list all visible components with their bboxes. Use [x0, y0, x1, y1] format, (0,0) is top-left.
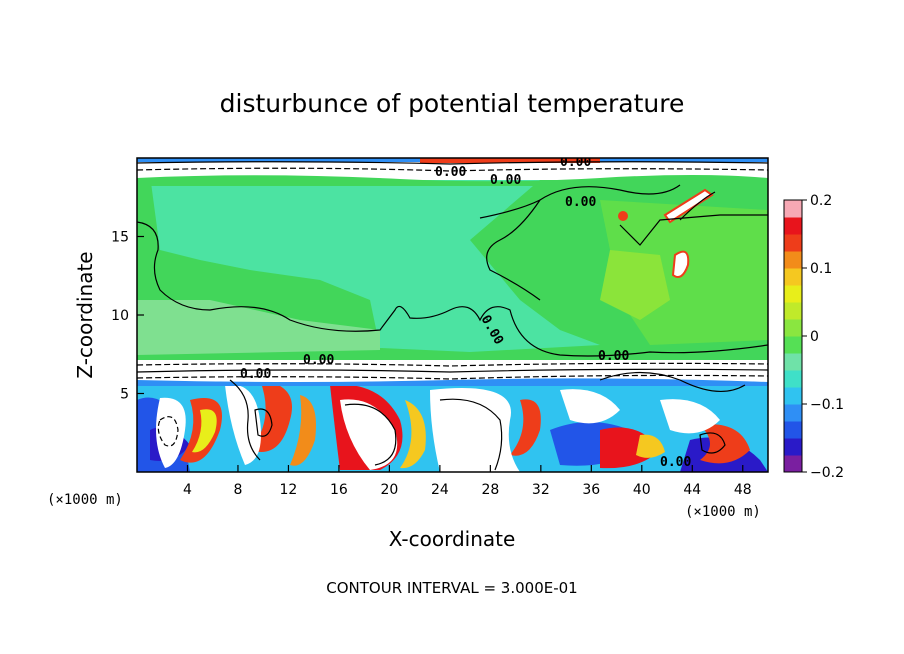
colorbar-swatch	[784, 319, 802, 337]
colorbar-tick-label: −0.2	[810, 465, 844, 481]
x-tick-label: 28	[481, 482, 499, 498]
contour-label: 0.00	[240, 367, 271, 382]
x-axis-ticks: 4 8 12 16 20 24 28 32 36 40 44 48	[183, 465, 752, 498]
colorbar-ticks: 0.2 0.1 0 −0.1 −0.2	[802, 193, 844, 481]
contour-label: 0.00	[435, 165, 466, 180]
contour-interval-note: CONTOUR INTERVAL = 3.000E-01	[326, 579, 577, 597]
colorbar-swatch	[784, 353, 802, 371]
upper-layer-light-band	[137, 300, 380, 355]
x-tick-label: 32	[532, 482, 550, 498]
white-plume-b	[430, 388, 520, 472]
upper-layer-lime-patch	[600, 250, 670, 320]
colorbar-swatch	[784, 336, 802, 354]
top-boundary-band	[137, 158, 768, 180]
white-plume-left	[156, 397, 186, 468]
x-tick-label: 40	[633, 482, 651, 498]
y-tick-label: 5	[120, 387, 129, 403]
plot-area: 0.00 0.00 0.00 0.00 0.00 0.00 0.00 0.00 …	[137, 155, 768, 472]
contour-label: 0.00	[303, 353, 334, 368]
white-plume-a	[225, 384, 261, 465]
contour-label: 0.00	[660, 455, 691, 470]
warm-swirl-yellow-right	[636, 434, 665, 458]
colorbar	[784, 200, 802, 473]
colorbar-swatch	[784, 302, 802, 320]
inversion-layer-blue-edge	[137, 378, 768, 386]
colorbar-tick-label: −0.1	[810, 397, 844, 413]
x-axis-unit: (×1000 m)	[685, 504, 761, 520]
white-plume-center	[340, 399, 398, 470]
upper-feature-oval	[671, 250, 690, 278]
colorbar-tick-label: 0	[810, 329, 819, 345]
x-tick-label: 20	[380, 482, 398, 498]
x-tick-label: 4	[183, 482, 192, 498]
contour-label: 0.00	[490, 173, 521, 188]
colorbar-swatch	[784, 421, 802, 439]
y-axis-unit: (×1000 m)	[47, 492, 123, 508]
contour-label: 0.00	[598, 349, 629, 364]
x-axis-label: X-coordinate	[389, 527, 516, 551]
colorbar-swatch	[784, 200, 802, 218]
warm-swirl-mid2	[290, 395, 316, 466]
warm-swirl-center-orange	[400, 400, 426, 469]
x-tick-label: 12	[280, 482, 298, 498]
colorbar-swatch	[784, 438, 802, 456]
warm-swirl-left-yellow	[192, 409, 217, 453]
y-tick-label: 10	[111, 308, 129, 324]
x-tick-label: 36	[582, 482, 600, 498]
y-tick-label: 15	[111, 230, 129, 246]
colorbar-swatch	[784, 404, 802, 422]
colorbar-swatch	[784, 217, 802, 235]
colorbar-tick-label: 0.1	[810, 261, 832, 277]
colorbar-swatch	[784, 455, 802, 473]
x-tick-label: 24	[431, 482, 449, 498]
warm-swirl-right	[510, 399, 541, 456]
contour-label: 0.00	[560, 155, 591, 170]
colorbar-swatch	[784, 268, 802, 286]
colorbar-swatch	[784, 234, 802, 252]
top-boundary-green-edge	[137, 175, 768, 186]
white-plume-d	[660, 399, 720, 434]
y-axis-label: Z-coordinate	[73, 251, 97, 378]
colorbar-tick-label: 0.2	[810, 193, 832, 209]
contour-label: 0.00	[565, 195, 596, 210]
colorbar-swatch	[784, 370, 802, 388]
white-plume-c	[560, 389, 620, 424]
x-tick-label: 8	[233, 482, 242, 498]
upper-feature-dot	[618, 211, 628, 221]
chart-title: disturbunce of potential temperature	[220, 89, 685, 118]
colorbar-frame	[783, 199, 803, 473]
x-tick-label: 44	[683, 482, 701, 498]
top-boundary-red	[420, 158, 600, 163]
colorbar-swatch	[784, 251, 802, 269]
x-tick-label: 48	[734, 482, 752, 498]
colorbar-swatch	[784, 387, 802, 405]
colorbar-swatch	[784, 285, 802, 303]
contour-lines	[137, 161, 768, 471]
x-tick-label: 16	[330, 482, 348, 498]
y-axis-ticks: 5 10 15	[111, 230, 144, 403]
